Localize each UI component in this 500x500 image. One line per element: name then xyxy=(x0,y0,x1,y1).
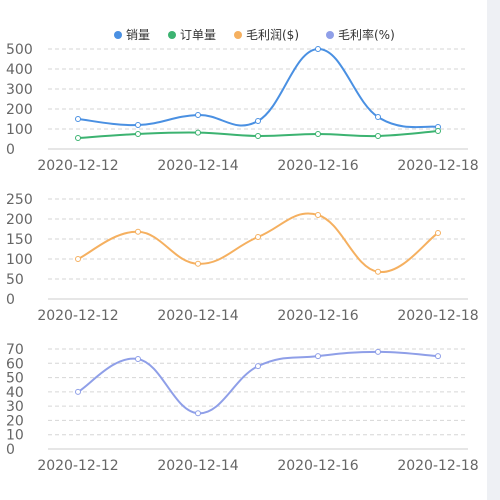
data-point[interactable] xyxy=(375,114,381,120)
y-tick-label: 100 xyxy=(6,122,33,138)
data-point[interactable] xyxy=(375,133,381,139)
data-point[interactable] xyxy=(135,122,141,128)
chart-panel-2: 0 50 100 150 200 250 2020-12-12 2020-12-14 2020-… xyxy=(6,192,479,324)
y-tick-label: 30 xyxy=(6,399,24,415)
y-tick-label: 200 xyxy=(6,102,33,118)
x-tick-label: 2020-12-14 xyxy=(157,158,238,174)
data-point[interactable] xyxy=(75,135,81,141)
legend-label: 毛利润($) xyxy=(246,28,299,42)
x-tick-label: 2020-12-18 xyxy=(397,308,478,324)
legend: 销量 订单量 毛利润($) 毛利率(%) xyxy=(114,27,395,42)
data-point[interactable] xyxy=(375,268,381,275)
data-point[interactable] xyxy=(195,129,201,136)
data-point[interactable] xyxy=(255,234,261,240)
legend-label: 订单量 xyxy=(180,28,216,42)
chart-panel-1: 0 100 200 300 400 500 2020-12-12 2020-12-14 2020… xyxy=(6,42,479,174)
x-tick-label: 2020-12-12 xyxy=(37,158,118,174)
data-point[interactable] xyxy=(75,256,81,262)
y-tick-label: 50 xyxy=(6,272,24,288)
x-tick-label: 2020-12-12 xyxy=(37,308,118,324)
y-tick-label: 70 xyxy=(6,342,24,358)
y-tick-label: 400 xyxy=(6,62,33,78)
data-point[interactable] xyxy=(135,356,141,362)
y-tick-label: 20 xyxy=(6,413,24,429)
y-tick-label: 100 xyxy=(6,252,33,268)
x-tick-label: 2020-12-16 xyxy=(277,458,358,474)
legend-marker xyxy=(326,31,334,39)
data-point[interactable] xyxy=(375,348,381,355)
series-line xyxy=(77,350,439,415)
legend-item[interactable]: 毛利润($) xyxy=(234,28,299,42)
legend-item[interactable]: 毛利率(%) xyxy=(326,27,395,42)
legend-label: 毛利率(%) xyxy=(338,27,395,42)
data-point[interactable] xyxy=(195,112,201,118)
data-point[interactable] xyxy=(135,131,141,137)
x-tick-label: 2020-12-14 xyxy=(157,458,238,474)
y-tick-label: 0 xyxy=(6,442,15,458)
y-tick-label: 300 xyxy=(6,82,33,98)
data-point[interactable] xyxy=(435,353,441,360)
legend-item[interactable]: 销量 xyxy=(114,28,150,42)
y-tick-label: 0 xyxy=(6,292,15,308)
data-point[interactable] xyxy=(435,128,441,134)
legend-label: 销量 xyxy=(126,28,150,42)
x-tick-label: 2020-12-12 xyxy=(37,458,118,474)
x-tick-label: 2020-12-16 xyxy=(277,158,358,174)
data-point[interactable] xyxy=(315,131,321,137)
data-point[interactable] xyxy=(75,116,81,122)
legend-marker xyxy=(114,31,122,39)
scrollbar-track[interactable] xyxy=(487,0,500,500)
series-line xyxy=(77,47,439,129)
y-tick-label: 500 xyxy=(6,42,33,58)
x-tick-label: 2020-12-18 xyxy=(397,158,478,174)
y-tick-label: 50 xyxy=(6,371,24,387)
data-point[interactable] xyxy=(315,46,321,52)
x-tick-label: 2020-12-18 xyxy=(397,458,478,474)
legend-item[interactable]: 订单量 xyxy=(168,28,216,42)
data-point[interactable] xyxy=(195,260,201,267)
data-point[interactable] xyxy=(435,230,441,236)
data-point[interactable] xyxy=(255,118,261,124)
y-tick-label: 40 xyxy=(6,385,24,401)
y-tick-label: 250 xyxy=(6,192,33,208)
y-tick-label: 60 xyxy=(6,356,24,372)
x-tick-label: 2020-12-16 xyxy=(277,308,358,324)
legend-marker xyxy=(168,31,176,39)
data-point[interactable] xyxy=(315,212,321,218)
data-point[interactable] xyxy=(255,133,261,139)
data-point[interactable] xyxy=(135,228,141,235)
series-line xyxy=(77,212,439,273)
y-tick-label: 10 xyxy=(6,428,24,444)
y-tick-label: 200 xyxy=(6,212,33,228)
legend-marker xyxy=(234,31,242,39)
data-point[interactable] xyxy=(255,363,261,370)
data-point[interactable] xyxy=(315,353,321,360)
multi-line-chart: 销量 订单量 毛利润($) 毛利率(%)01002003004005002020-12… xyxy=(6,27,479,474)
y-tick-label: 150 xyxy=(6,232,33,248)
y-tick-label: 0 xyxy=(6,142,15,158)
data-point[interactable] xyxy=(75,388,81,395)
x-tick-label: 2020-12-14 xyxy=(157,308,238,324)
data-point[interactable] xyxy=(195,410,201,417)
